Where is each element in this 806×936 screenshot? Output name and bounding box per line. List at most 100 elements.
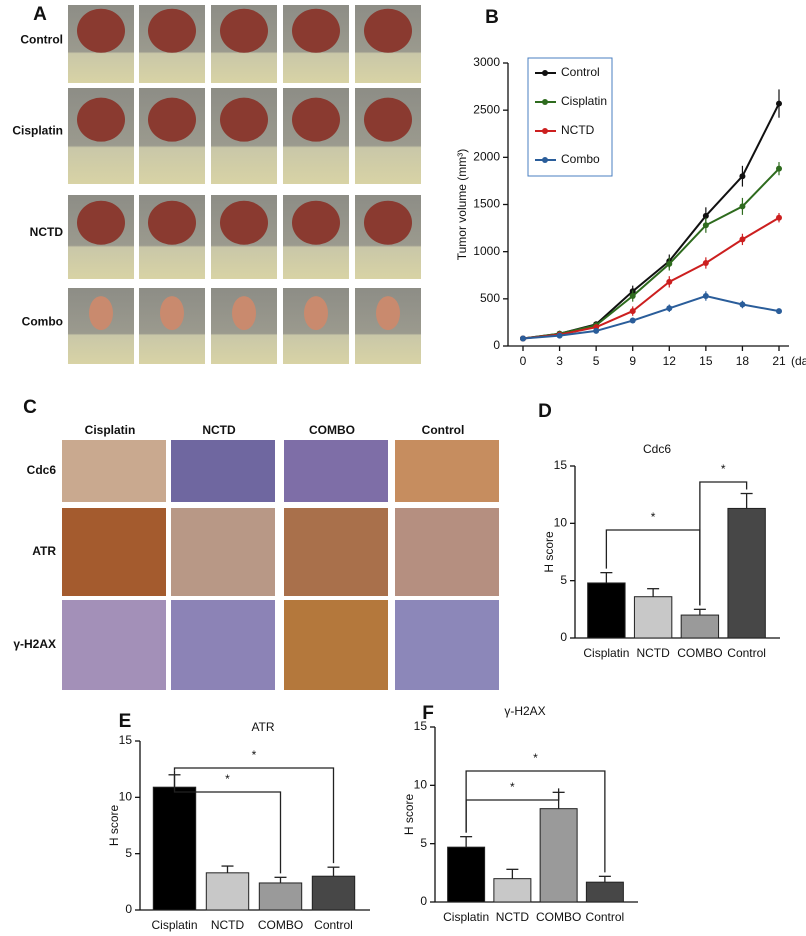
x-axis-label: (day)	[791, 354, 806, 368]
x-tick-label: NCTD	[636, 646, 670, 660]
marker	[776, 100, 782, 107]
marker	[739, 301, 746, 308]
tumor	[148, 8, 196, 53]
y-tick-label: 0	[560, 630, 567, 644]
bar	[152, 786, 197, 911]
tumor	[220, 97, 268, 142]
marker	[776, 165, 782, 172]
tumor	[160, 296, 184, 331]
marker	[593, 327, 600, 334]
bar	[680, 614, 720, 639]
x-tick-label: COMBO	[677, 646, 722, 660]
photo	[284, 440, 388, 502]
tumor	[148, 97, 196, 142]
photo	[395, 440, 499, 502]
photo	[171, 440, 275, 502]
x-tick-label: Cisplatin	[443, 910, 489, 924]
y-tick-label: 5	[420, 836, 427, 850]
marker	[702, 222, 709, 229]
tumor	[89, 296, 113, 331]
row-label: Combo	[22, 314, 63, 328]
column-label: Cisplatin	[85, 423, 136, 437]
column-label: NCTD	[202, 423, 236, 437]
tumor	[376, 296, 400, 331]
column-label: Control	[422, 423, 465, 437]
bar	[727, 507, 766, 639]
legend-label: NCTD	[561, 123, 595, 137]
marker	[702, 293, 709, 300]
bar	[493, 878, 532, 903]
x-tick-label: 12	[663, 354, 677, 368]
photo	[62, 600, 166, 690]
x-tick-label: 18	[736, 354, 750, 368]
legend-marker	[542, 157, 548, 163]
y-tick-label: 0	[125, 902, 132, 916]
tumor	[77, 8, 125, 53]
x-tick-label: NCTD	[496, 910, 530, 924]
significance-bracket	[465, 770, 606, 873]
tumor	[220, 8, 268, 53]
y-tick-label: 1500	[473, 197, 500, 211]
y-axis-label: H score	[402, 794, 416, 836]
marker	[776, 214, 782, 221]
chart-title: ATR	[251, 720, 274, 734]
row-label: ATR	[32, 544, 56, 558]
photo	[62, 440, 166, 502]
bar	[205, 872, 250, 911]
significance-bracket	[173, 767, 335, 864]
bar	[585, 881, 624, 903]
y-tick-label: 15	[414, 719, 428, 733]
x-tick-label: 5	[593, 354, 600, 368]
significance-label: *	[721, 462, 726, 476]
tumor	[364, 97, 412, 142]
y-tick-label: 10	[414, 778, 428, 792]
y-tick-label: 500	[480, 291, 500, 305]
panel-letter: E	[119, 711, 132, 732]
photo	[171, 600, 275, 690]
tumor	[77, 200, 125, 245]
y-tick-label: 0	[493, 338, 500, 352]
series-line	[522, 294, 780, 340]
photo	[284, 508, 388, 596]
series-line	[522, 216, 780, 340]
row-label: Cisplatin	[12, 123, 63, 137]
x-tick-label: 15	[699, 354, 713, 368]
legend-label: Control	[561, 65, 600, 79]
y-tick-label: 5	[125, 846, 132, 860]
panel-letter: C	[23, 397, 37, 418]
x-tick-label: Cisplatin	[151, 918, 197, 932]
y-tick-label: 2000	[473, 150, 500, 164]
series-line	[522, 167, 780, 340]
panel-letter: A	[33, 4, 47, 25]
marker	[702, 212, 709, 219]
chart-title: γ-H2AX	[504, 704, 545, 718]
tumor	[364, 200, 412, 245]
x-tick-label: Cisplatin	[583, 646, 629, 660]
bar	[447, 846, 486, 903]
photo	[62, 508, 166, 596]
legend-label: Combo	[561, 152, 600, 166]
marker	[666, 305, 673, 312]
tumor	[364, 8, 412, 53]
panel-letter: D	[538, 401, 552, 422]
bar	[258, 882, 303, 911]
marker	[776, 308, 782, 315]
legend-marker	[542, 128, 548, 134]
significance-label: *	[252, 748, 257, 762]
x-tick-label: COMBO	[536, 910, 581, 924]
y-tick-label: 1000	[473, 244, 500, 258]
marker	[739, 173, 746, 180]
tumor	[77, 97, 125, 142]
x-tick-label: NCTD	[211, 918, 245, 932]
tumor	[292, 97, 340, 142]
y-axis-label: H score	[542, 531, 556, 573]
row-label: γ-H2AX	[13, 637, 56, 651]
panel-letter: F	[422, 703, 434, 724]
y-tick-label: 3000	[473, 55, 500, 69]
marker	[702, 259, 709, 266]
marker	[629, 293, 636, 300]
significance-label: *	[651, 510, 656, 524]
y-tick-label: 2500	[473, 102, 500, 116]
photo	[171, 508, 275, 596]
